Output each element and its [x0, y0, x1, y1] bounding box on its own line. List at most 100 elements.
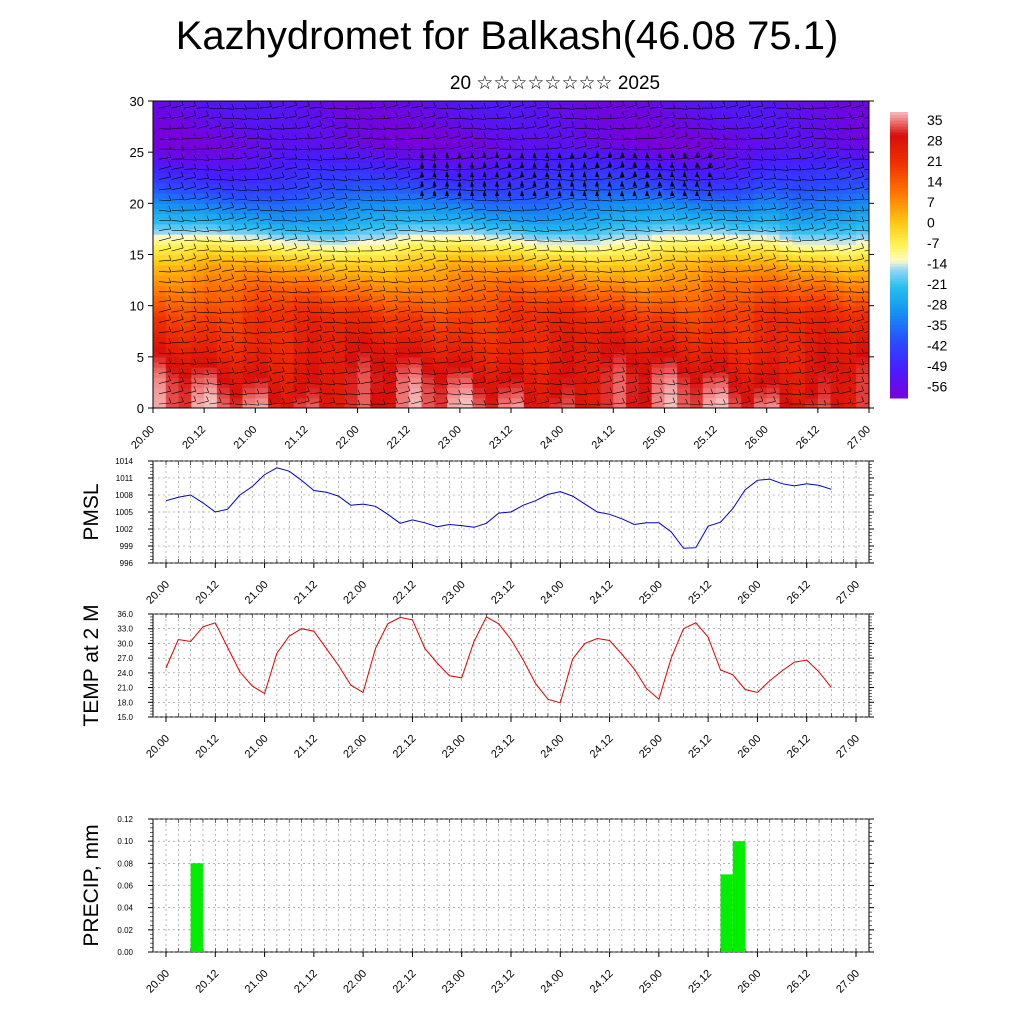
heatmap-cell: [434, 106, 448, 112]
heatmap-cell: [805, 162, 819, 169]
wind-barb: [385, 319, 398, 323]
wind-barb-flag: [370, 114, 373, 120]
wind-barb-flag: [407, 233, 411, 239]
heatmap-cell: [357, 244, 371, 250]
heatmap-cell: [242, 377, 256, 384]
heatmap-cell: [626, 331, 640, 337]
heatmap-cell: [498, 356, 512, 363]
heatmap-cell: [216, 305, 231, 312]
heatmap-cell: [626, 172, 640, 179]
heatmap-cell: [536, 147, 550, 153]
heatmap-cell: [805, 361, 819, 368]
heatmap-cell: [421, 203, 435, 210]
heatmap-cell: [383, 239, 397, 245]
heatmap-cell: [600, 203, 614, 210]
heatmap-cell: [280, 392, 295, 399]
heatmap-cell: [395, 300, 410, 307]
heatmap-cell: [178, 290, 192, 297]
heatmap-cell: [268, 152, 282, 158]
wind-barb: [360, 118, 373, 120]
wind-barb-flag: [282, 124, 285, 130]
heatmap-cell: [626, 321, 640, 327]
heatmap-cell: [255, 198, 269, 204]
heatmap-cell: [306, 290, 320, 297]
heatmap-cell: [805, 346, 819, 353]
heatmap-cell: [306, 280, 320, 286]
heatmap-cell: [472, 218, 487, 225]
heatmap-cell: [319, 280, 333, 286]
heatmap-cell: [830, 305, 845, 312]
wind-barb-flag: [445, 103, 449, 109]
heatmap-cell: [536, 361, 550, 368]
wind-barb: [486, 298, 499, 303]
heatmap-cell: [574, 285, 589, 291]
heatmap-cell: [677, 300, 691, 307]
heatmap-cell: [600, 234, 614, 240]
wind-barb-flag: [219, 142, 222, 148]
wind-barb: [272, 105, 285, 109]
heatmap-cell: [498, 101, 512, 107]
wind-barb: [347, 342, 361, 344]
heatmap-cell: [574, 111, 589, 117]
heatmap-cell: [664, 351, 678, 358]
heatmap-cell: [204, 162, 218, 169]
heatmap-cell: [421, 106, 435, 112]
heatmap-cell: [549, 101, 563, 107]
wind-barb-flag: [193, 359, 197, 365]
heatmap-cell: [357, 402, 371, 408]
wind-barb: [499, 390, 511, 395]
wind-barb-flag: [244, 389, 247, 395]
heatmap-cell: [805, 193, 819, 199]
wind-barb-flag: [269, 124, 272, 130]
heatmap-cell: [562, 367, 576, 373]
wind-barb-flag: [269, 172, 272, 179]
heatmap-cell: [626, 361, 640, 368]
wind-barb: [284, 319, 297, 323]
heatmap-cell: [472, 136, 487, 143]
heatmap-cell: [178, 111, 192, 117]
heatmap-cell: [664, 310, 678, 317]
wind-barb-flag: [445, 130, 449, 137]
heatmap-cell: [357, 310, 371, 317]
wind-barb: [373, 271, 386, 273]
heatmap-cell: [280, 346, 295, 353]
heatmap-cell: [421, 116, 435, 123]
heatmap-cell: [549, 315, 563, 322]
heatmap-cell: [153, 218, 167, 225]
heatmap-cell: [574, 392, 589, 399]
heatmap-cell: [306, 356, 320, 363]
heatmap-cell: [332, 131, 346, 138]
heatmap-cell: [191, 249, 205, 256]
heatmap-cell: [779, 326, 793, 332]
heatmap-cell: [216, 397, 231, 404]
wind-barb: [171, 281, 184, 283]
heatmap-cell: [408, 351, 423, 358]
heatmap-cell: [204, 177, 218, 184]
heatmap-cell: [741, 187, 755, 194]
wind-barb: [184, 257, 196, 262]
wind-barb: [209, 361, 222, 364]
heatmap-cell: [587, 346, 602, 353]
wind-barb: [410, 329, 423, 333]
heatmap-cell: [216, 147, 231, 153]
heatmap-cell: [549, 141, 563, 148]
wind-barb-flag: [369, 222, 373, 228]
heatmap-cell: [421, 198, 435, 204]
heatmap-cell: [229, 141, 244, 148]
heatmap-cell: [332, 321, 346, 327]
heatmap-cell: [165, 259, 180, 266]
wind-barb: [347, 156, 360, 160]
heatmap-cell: [728, 157, 742, 163]
heatmap-cell: [511, 259, 525, 266]
wind-barb: [310, 158, 323, 161]
heatmap-cell: [856, 182, 869, 189]
heatmap-cell: [856, 249, 869, 256]
heatmap-cell: [702, 305, 717, 312]
heatmap-cell: [626, 382, 640, 389]
heatmap-cell: [434, 361, 448, 368]
heatmap-cell: [702, 147, 717, 153]
heatmap-cell: [843, 264, 857, 271]
heatmap-cell: [395, 295, 410, 302]
wind-barb: [410, 197, 423, 201]
heatmap-cell: [805, 147, 819, 153]
